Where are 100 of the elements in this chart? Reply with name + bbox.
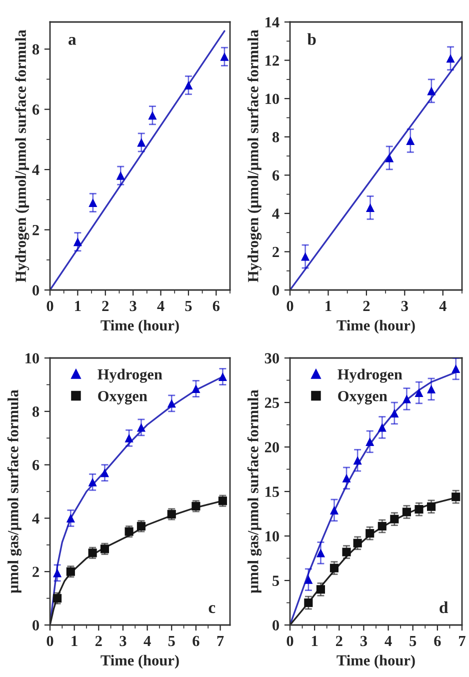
x-axis-title: Time (hour) — [336, 654, 415, 669]
y-tick-label: 4 — [272, 208, 280, 219]
x-tick-label: 5 — [168, 636, 175, 646]
point — [366, 437, 374, 446]
point — [218, 496, 227, 506]
x-tick-label: 1 — [72, 636, 78, 646]
legend-label: Oxygen — [98, 390, 148, 404]
y-tick-label: 2 — [32, 224, 39, 236]
point — [136, 423, 146, 432]
y-axis-title: Hydrogen (µmol/µmol surface formula — [15, 30, 30, 282]
point — [66, 567, 75, 576]
x-tick-label: 3 — [130, 300, 136, 312]
x-tick-label: 2 — [336, 636, 342, 646]
annotation: b — [307, 33, 316, 45]
point — [330, 506, 339, 514]
x-tick-label: 2 — [363, 300, 370, 312]
x-axis-title: Time (hour) — [336, 320, 415, 334]
y-tick-label: 6 — [32, 104, 40, 115]
point — [304, 598, 313, 608]
point — [342, 474, 351, 482]
y-tick-label: 14 — [266, 17, 280, 28]
point — [88, 198, 98, 207]
point — [167, 399, 176, 408]
point — [124, 434, 134, 442]
point — [366, 203, 375, 212]
point — [316, 548, 325, 558]
y-axis-title: µmol gas/µmol surface formula — [247, 390, 262, 594]
point — [53, 568, 62, 578]
point — [218, 372, 227, 381]
y-tick-label: 4 — [32, 164, 40, 175]
point — [353, 456, 362, 465]
point — [116, 171, 125, 180]
point — [427, 384, 436, 394]
point — [385, 154, 394, 162]
x-tick-label: 1 — [312, 636, 318, 646]
x-tick-label: 5 — [410, 636, 416, 646]
x-tick-label: 3 — [360, 636, 368, 646]
point — [330, 564, 339, 572]
y-axis-title: Hydrogen (µmol/µmol surface formula — [247, 30, 262, 282]
point — [427, 86, 436, 96]
x-tick-label: 4 — [384, 636, 392, 646]
y-tick-label: 15 — [266, 486, 280, 497]
y-axis-title: µmol gas/µmol surface formula — [7, 390, 22, 594]
x-tick-label: 3 — [401, 300, 408, 312]
y-tick-label: 4 — [32, 513, 40, 524]
y-tick-label: 2 — [32, 566, 39, 577]
legend-label: Oxygen — [338, 390, 388, 404]
point — [353, 538, 362, 548]
point — [402, 508, 411, 516]
point — [390, 408, 399, 418]
x-tick-label: 5 — [185, 301, 192, 312]
x-tick-label: 3 — [120, 636, 126, 646]
x-tick-label: 0 — [46, 300, 54, 312]
point — [167, 510, 176, 518]
point — [88, 548, 97, 558]
y-tick-label: 0 — [272, 285, 279, 296]
point — [73, 238, 82, 246]
y-tick-label: 6 — [272, 170, 280, 181]
x-tick-label: 0 — [286, 636, 294, 646]
point — [414, 388, 424, 397]
x-tick-label: 0 — [46, 636, 54, 646]
point — [124, 527, 134, 536]
y-tick-label: 2 — [272, 246, 279, 258]
point — [100, 468, 110, 478]
point — [66, 514, 75, 522]
y-tick-label: 8 — [272, 132, 280, 142]
x-tick-label: 1 — [75, 300, 81, 312]
annotation: d — [440, 601, 448, 614]
point — [342, 548, 351, 556]
point — [301, 252, 310, 261]
point — [100, 544, 110, 554]
y-tick-label: 30 — [264, 353, 279, 364]
point — [402, 394, 411, 404]
point — [406, 136, 415, 145]
y-tick-label: 10 — [266, 531, 279, 542]
point — [136, 522, 146, 530]
x-tick-label: 6 — [434, 636, 441, 646]
x-tick-label: 4 — [439, 300, 446, 312]
point — [192, 384, 200, 393]
y-tick-label: 0 — [32, 285, 39, 296]
x-tick-label: 6 — [212, 300, 220, 312]
y-tick-label: 8 — [32, 406, 40, 417]
x-tick-label: 6 — [192, 636, 200, 646]
point — [53, 594, 62, 603]
point — [414, 505, 424, 514]
point — [427, 502, 436, 511]
legend-label: Hydrogen — [338, 368, 402, 383]
y-tick-label: 25 — [264, 398, 280, 408]
point — [88, 478, 97, 486]
annotation: c — [208, 605, 216, 614]
y-tick-label: 6 — [32, 460, 40, 470]
y-tick-label: 10 — [266, 94, 279, 104]
point — [446, 54, 455, 63]
y-tick-label: 10 — [26, 353, 39, 364]
annotation: a — [68, 36, 76, 45]
point — [220, 52, 229, 61]
y-tick-label: 5 — [272, 576, 280, 586]
y-tick-label: 20 — [264, 442, 279, 452]
y-tick-label: 8 — [32, 44, 40, 55]
x-tick-label: 2 — [95, 636, 102, 646]
